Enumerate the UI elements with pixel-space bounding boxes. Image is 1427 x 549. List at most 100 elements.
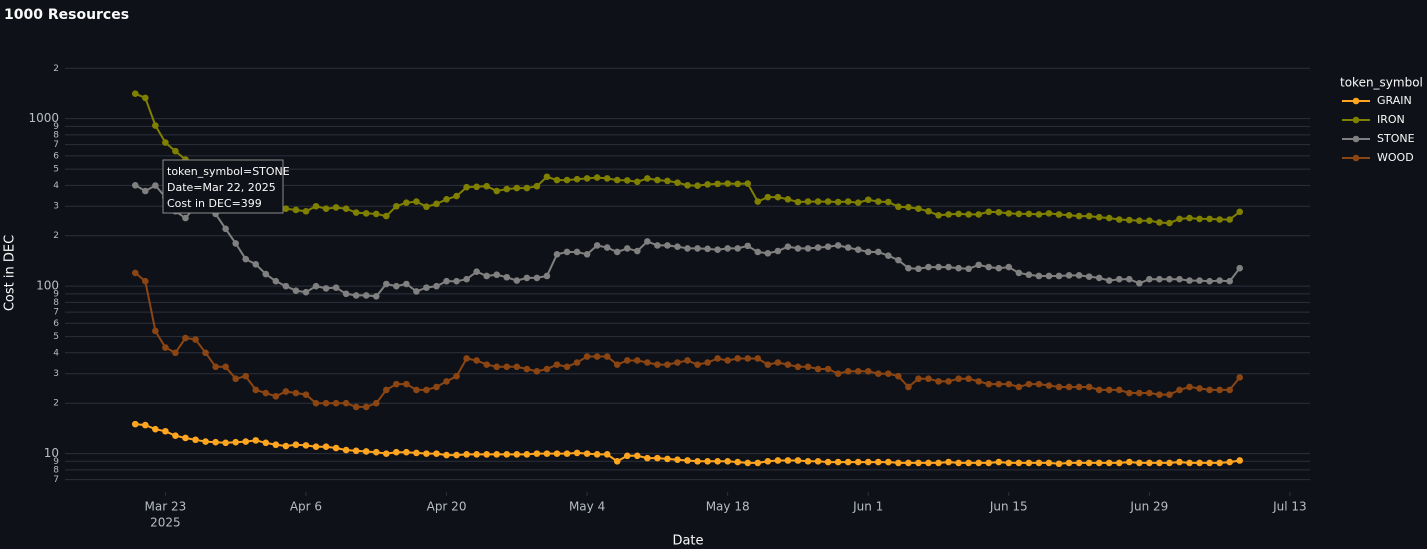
- data-point: [1216, 386, 1223, 394]
- data-point: [654, 361, 661, 368]
- data-point: [533, 274, 541, 282]
- data-point: [453, 277, 460, 285]
- data-point: [1216, 459, 1223, 467]
- data-point: [131, 269, 139, 277]
- data-point: [1055, 272, 1063, 280]
- x-tick-label: Jun 29: [1129, 500, 1168, 514]
- data-point: [764, 193, 772, 201]
- data-point: [1105, 459, 1113, 467]
- data-point: [1146, 275, 1153, 283]
- legend-label: STONE: [1377, 132, 1415, 145]
- series-line: [134, 184, 1241, 298]
- data-point: [804, 245, 812, 252]
- y-tick-label: 4: [53, 181, 59, 191]
- data-point: [623, 357, 631, 364]
- data-point: [312, 282, 320, 290]
- data-point: [352, 209, 360, 216]
- data-point: [1206, 459, 1213, 467]
- data-point: [814, 198, 822, 205]
- data-point: [593, 174, 601, 181]
- data-point: [824, 243, 832, 251]
- y-tick-label: 9: [53, 289, 59, 299]
- data-point: [312, 202, 320, 210]
- data-point: [1045, 272, 1053, 280]
- data-point: [684, 357, 691, 364]
- data-point: [603, 244, 611, 251]
- data-point: [192, 436, 199, 444]
- data-point: [503, 451, 511, 458]
- data-point: [864, 248, 872, 256]
- y-tick-label: 6: [53, 319, 59, 329]
- data-point: [202, 349, 209, 357]
- legend-marker: [1352, 154, 1360, 162]
- y-tick-label: 8: [53, 130, 59, 140]
- data-point: [1125, 216, 1133, 224]
- data-point: [463, 183, 470, 191]
- data-point: [935, 263, 942, 271]
- data-point: [1236, 208, 1244, 216]
- data-point: [955, 210, 962, 218]
- data-point: [1085, 212, 1093, 220]
- data-point: [935, 459, 942, 467]
- data-point: [503, 363, 511, 371]
- data-point: [664, 361, 671, 368]
- data-point: [382, 386, 390, 394]
- series-line: [134, 272, 1241, 408]
- data-point: [302, 391, 310, 398]
- data-point: [1075, 459, 1083, 467]
- y-tick-label: 100: [36, 279, 59, 293]
- data-point: [413, 288, 420, 295]
- data-point: [433, 383, 440, 391]
- data-point: [794, 363, 802, 371]
- y-tick-label: 1000: [28, 111, 59, 125]
- data-point: [915, 265, 922, 273]
- data-point: [1206, 277, 1213, 285]
- y-tick-label: 2: [53, 399, 59, 409]
- data-point: [874, 458, 882, 466]
- data-point: [382, 280, 390, 288]
- data-point: [995, 264, 1003, 272]
- data-point: [1005, 263, 1013, 271]
- data-point: [413, 386, 420, 394]
- data-point: [985, 459, 993, 467]
- data-point: [1025, 271, 1033, 279]
- data-point: [804, 457, 812, 465]
- data-point: [844, 368, 852, 375]
- data-point: [182, 214, 189, 222]
- data-point: [874, 198, 882, 205]
- data-point: [322, 285, 330, 292]
- data-point: [1015, 210, 1023, 218]
- data-point: [232, 438, 239, 446]
- data-point: [874, 248, 882, 256]
- data-point: [704, 245, 711, 253]
- y-tick-label: 3: [53, 202, 59, 212]
- data-point: [664, 455, 671, 463]
- data-point: [473, 357, 480, 364]
- data-point: [1156, 391, 1163, 398]
- data-point: [704, 359, 711, 366]
- data-point: [905, 459, 912, 467]
- data-point: [844, 244, 852, 251]
- y-tick-label: 7: [53, 308, 59, 318]
- data-point: [1146, 389, 1153, 397]
- data-point: [1186, 459, 1193, 467]
- data-point: [583, 353, 591, 360]
- data-point: [895, 372, 902, 380]
- data-point: [985, 380, 993, 388]
- data-point: [1196, 215, 1203, 223]
- data-point: [483, 182, 490, 190]
- data-point: [694, 245, 701, 252]
- data-point: [152, 122, 159, 129]
- data-point: [613, 361, 621, 368]
- tooltip-line: Date=Mar 22, 2025: [167, 181, 276, 194]
- data-point: [975, 211, 982, 218]
- data-point: [1015, 459, 1023, 467]
- data-point: [613, 248, 621, 256]
- data-point: [935, 378, 942, 385]
- data-point: [463, 355, 470, 362]
- data-point: [282, 442, 290, 450]
- legend-label: WOOD: [1377, 151, 1414, 164]
- data-point: [854, 246, 862, 254]
- data-point: [553, 176, 561, 184]
- data-point: [764, 361, 772, 368]
